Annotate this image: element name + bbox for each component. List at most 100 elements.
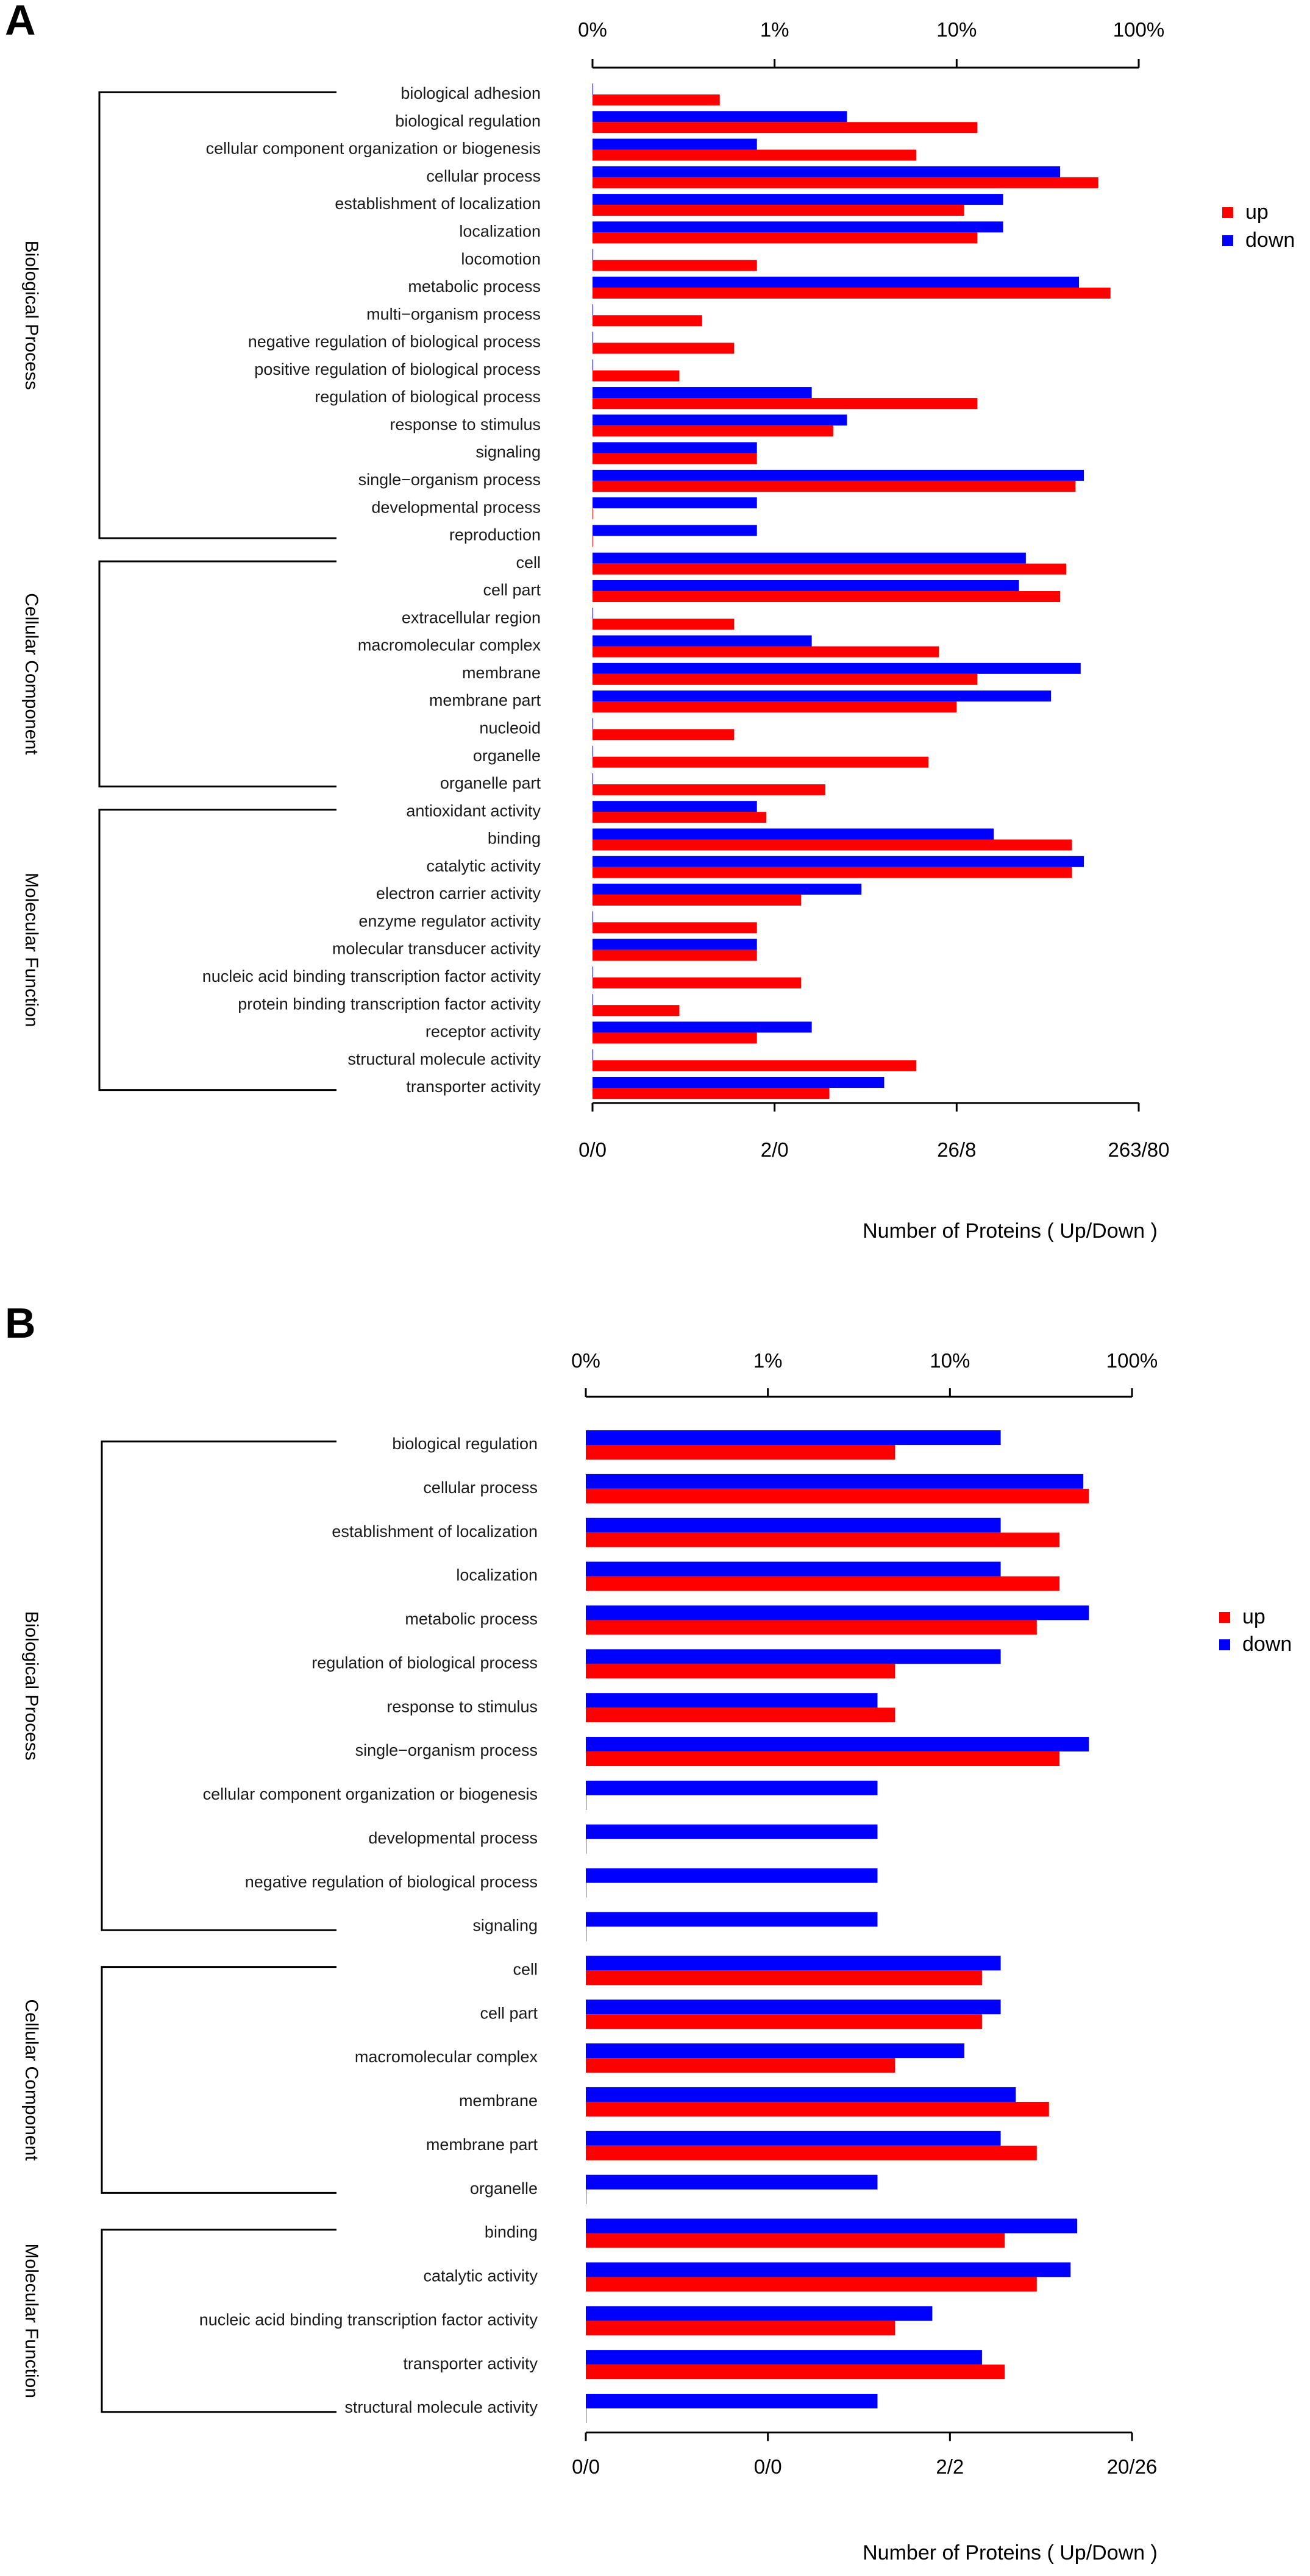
bar-up bbox=[586, 1532, 1060, 1547]
group-label: Molecular Function bbox=[21, 2244, 41, 2398]
legend-label-up: up bbox=[1242, 1605, 1266, 1628]
top-axis-tick-label: 1% bbox=[753, 1349, 783, 1372]
bar-down bbox=[586, 2174, 878, 2190]
bottom-axis-tick-label: 2/0 bbox=[761, 1138, 789, 1161]
category-label: developmental process bbox=[371, 498, 541, 516]
bar-up bbox=[593, 122, 978, 133]
bottom-axis-tick-label: 0/0 bbox=[754, 2455, 782, 2478]
bar-down bbox=[593, 552, 1026, 564]
category-label: nucleoid bbox=[479, 719, 541, 737]
group-bracket bbox=[98, 560, 336, 788]
bar-up bbox=[586, 1708, 895, 1723]
bar-down bbox=[586, 2306, 933, 2321]
category-label: positive regulation of biological proces… bbox=[254, 360, 541, 378]
bar-up bbox=[593, 232, 978, 244]
bar-down bbox=[586, 1605, 1089, 1620]
bar-up bbox=[586, 1620, 1037, 1635]
top-axis-tick-label: 0% bbox=[578, 18, 607, 41]
bar-up bbox=[593, 977, 802, 988]
bar-up bbox=[593, 729, 735, 740]
bar-down bbox=[593, 884, 862, 895]
bar-down bbox=[593, 856, 1084, 867]
bar-down bbox=[593, 442, 757, 453]
category-label: nucleic acid binding transcription facto… bbox=[202, 967, 541, 985]
bar-up bbox=[593, 205, 964, 216]
category-label: protein binding transcription factor act… bbox=[238, 995, 541, 1013]
bar-up bbox=[593, 784, 825, 795]
category-label: metabolic process bbox=[405, 1610, 538, 1628]
bar-down bbox=[593, 662, 1081, 674]
category-label: cell part bbox=[483, 581, 541, 599]
bar-down bbox=[593, 801, 757, 812]
bar-down bbox=[593, 635, 812, 647]
bar-up bbox=[593, 315, 702, 327]
category-label: extracellular region bbox=[402, 608, 541, 626]
bar-up bbox=[593, 591, 1061, 602]
bar-up bbox=[593, 563, 1067, 575]
category-label: single−organism process bbox=[355, 1741, 538, 1759]
category-label: transporter activity bbox=[403, 2354, 538, 2372]
category-label: binding bbox=[485, 2223, 538, 2241]
panel-label: B bbox=[5, 1299, 36, 1347]
bottom-axis-tick-label: 263/80 bbox=[1108, 1138, 1170, 1161]
bar-up bbox=[593, 260, 757, 271]
bar-up bbox=[586, 2101, 1049, 2117]
bar-up bbox=[593, 342, 735, 354]
bar-down bbox=[586, 1956, 1001, 1971]
bar-down bbox=[586, 1517, 1001, 1533]
bar-down bbox=[586, 2131, 1001, 2146]
bar-up bbox=[593, 895, 802, 906]
bar-up bbox=[593, 673, 978, 685]
bar-up bbox=[593, 94, 720, 105]
category-label: cell part bbox=[480, 2004, 538, 2022]
category-label: biological regulation bbox=[392, 1435, 538, 1453]
bar-up bbox=[593, 370, 680, 381]
bar-up bbox=[593, 949, 757, 961]
bar-up bbox=[593, 398, 978, 410]
bar-down bbox=[586, 1868, 878, 1883]
panel-label: A bbox=[5, 0, 36, 44]
bar-up bbox=[586, 1488, 1089, 1503]
category-label: establishment of localization bbox=[335, 194, 541, 213]
bar-down bbox=[586, 1780, 878, 1795]
category-label: cell bbox=[516, 553, 541, 572]
category-label: cellular process bbox=[426, 167, 541, 185]
bar-up bbox=[586, 2014, 982, 2029]
category-label: transporter activity bbox=[406, 1077, 541, 1096]
group-bracket bbox=[101, 1440, 336, 1931]
category-label: locomotion bbox=[461, 250, 541, 268]
bar-down bbox=[593, 1077, 885, 1088]
bar-down bbox=[586, 2087, 1016, 2102]
bottom-axis-tick-label: 20/26 bbox=[1107, 2455, 1158, 2478]
category-label: binding bbox=[488, 829, 541, 848]
bar-up bbox=[593, 812, 767, 823]
bar-up bbox=[593, 1032, 757, 1044]
group-label: Biological Process bbox=[21, 1611, 41, 1761]
bar-up bbox=[593, 1005, 680, 1017]
bar-down bbox=[586, 1430, 1001, 1445]
bar-up bbox=[593, 453, 757, 464]
bar-down bbox=[586, 1737, 1089, 1752]
category-label: enzyme regulator activity bbox=[358, 912, 541, 930]
category-label: single−organism process bbox=[358, 470, 541, 489]
top-axis-tick-label: 1% bbox=[760, 18, 789, 41]
category-label: negative regulation of biological proces… bbox=[245, 1873, 538, 1891]
bar-down bbox=[593, 414, 847, 426]
bar-up bbox=[593, 149, 917, 161]
category-label: receptor activity bbox=[425, 1023, 541, 1041]
category-label: cell bbox=[513, 1960, 538, 1978]
bar-up bbox=[593, 646, 939, 658]
bar-up bbox=[593, 287, 1111, 299]
bar-down bbox=[586, 2394, 878, 2408]
category-label: metabolic process bbox=[408, 277, 541, 296]
bar-down bbox=[586, 1824, 878, 1839]
category-label: catalytic activity bbox=[423, 2267, 538, 2285]
group-bracket bbox=[101, 2229, 336, 2413]
legend-label-down: down bbox=[1245, 229, 1295, 252]
bottom-axis-tick-label: 0/0 bbox=[572, 2455, 600, 2478]
legend-label-down: down bbox=[1242, 1633, 1292, 1656]
bottom-axis-tick-label: 26/8 bbox=[937, 1138, 976, 1161]
group-label: Cellular Component bbox=[21, 1999, 41, 2161]
top-axis-tick-label: 10% bbox=[930, 1349, 970, 1372]
bar-down bbox=[593, 194, 1003, 205]
